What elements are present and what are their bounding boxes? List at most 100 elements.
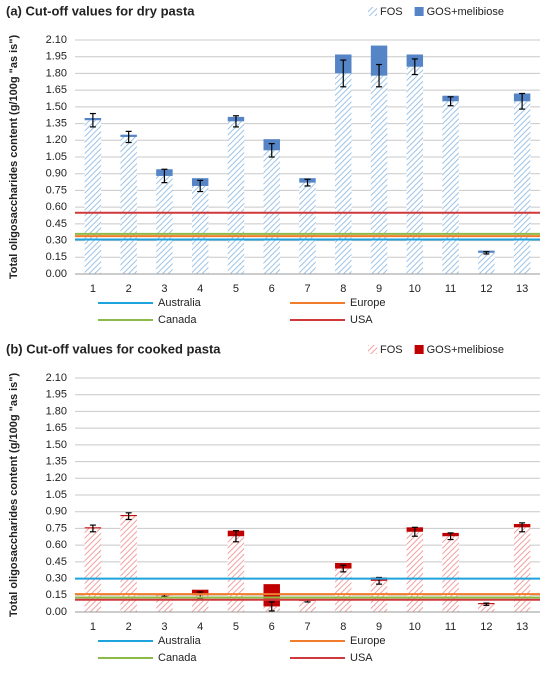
error-bar bbox=[304, 178, 311, 187]
y-tick-label: 0.00 bbox=[46, 268, 67, 280]
x-tick-label: 10 bbox=[409, 283, 421, 295]
y-tick-label: 0.75 bbox=[46, 184, 67, 196]
x-tick-label: 5 bbox=[233, 621, 239, 633]
y-tick-label: 1.20 bbox=[46, 472, 67, 484]
x-tick-label: 12 bbox=[480, 621, 492, 633]
bar-segment bbox=[156, 175, 173, 274]
legend-label: Europe bbox=[350, 635, 385, 647]
y-tick-label: 1.05 bbox=[46, 489, 67, 501]
x-tick-label: 8 bbox=[340, 283, 346, 295]
y-tick-label: 0.00 bbox=[46, 606, 67, 618]
legend-swatch bbox=[414, 7, 424, 16]
bar-segment bbox=[263, 584, 280, 607]
y-tick-label: 2.10 bbox=[46, 34, 67, 46]
error-bar bbox=[483, 251, 490, 255]
x-tick-label: 3 bbox=[161, 621, 167, 633]
error-bar bbox=[447, 96, 454, 107]
error-bar bbox=[268, 143, 275, 158]
error-bar bbox=[125, 130, 132, 144]
y-tick-label: 1.65 bbox=[46, 84, 67, 96]
legend-label: FOS bbox=[380, 6, 403, 18]
y-tick-label: 0.75 bbox=[46, 522, 67, 534]
error-bar bbox=[519, 92, 526, 110]
bar-segment bbox=[442, 101, 459, 275]
y-tick-label: 1.95 bbox=[46, 51, 67, 63]
y-tick-label: 1.65 bbox=[46, 422, 67, 434]
x-tick-label: 10 bbox=[409, 621, 421, 633]
chart-title: (b) Cut-off values for cooked pasta bbox=[6, 341, 221, 356]
x-tick-label: 6 bbox=[269, 283, 275, 295]
bar-segment bbox=[84, 528, 102, 612]
error-bar bbox=[161, 168, 168, 184]
bar-segment bbox=[370, 45, 388, 76]
y-axis-label: Total oligosaccharides content (g/100g "… bbox=[8, 372, 20, 617]
error-bar bbox=[447, 532, 454, 541]
y-tick-label: 1.05 bbox=[46, 151, 67, 163]
error-bar bbox=[125, 512, 132, 521]
y-tick-label: 0.30 bbox=[46, 234, 67, 246]
y-tick-label: 1.50 bbox=[46, 439, 67, 451]
y-tick-label: 0.60 bbox=[46, 539, 67, 551]
y-tick-label: 0.45 bbox=[46, 218, 67, 230]
bar-segment bbox=[299, 182, 316, 274]
y-tick-label: 1.95 bbox=[46, 389, 67, 401]
x-tick-label: 2 bbox=[126, 283, 132, 295]
error-bar bbox=[411, 58, 418, 76]
error-bar bbox=[89, 112, 96, 128]
y-tick-label: 1.20 bbox=[46, 134, 67, 146]
bar-segment bbox=[120, 136, 137, 274]
error-bar bbox=[340, 564, 347, 573]
x-tick-label: 1 bbox=[90, 621, 96, 633]
y-tick-label: 1.35 bbox=[46, 455, 67, 467]
x-tick-label: 12 bbox=[480, 283, 492, 295]
error-bar bbox=[483, 602, 490, 606]
x-tick-label: 7 bbox=[304, 621, 310, 633]
legend-label: Australia bbox=[158, 635, 202, 647]
legend-label: GOS+melibiose bbox=[427, 344, 504, 356]
y-tick-label: 0.45 bbox=[46, 556, 67, 568]
y-tick-label: 1.80 bbox=[46, 67, 67, 79]
y-tick-label: 1.80 bbox=[46, 405, 67, 417]
legend-label: USA bbox=[350, 314, 373, 326]
x-tick-label: 11 bbox=[445, 621, 456, 633]
bar-segment bbox=[370, 580, 388, 612]
legend-label: Canada bbox=[158, 314, 197, 326]
error-bar bbox=[197, 179, 204, 193]
error-bar bbox=[89, 524, 96, 533]
bar-segment bbox=[335, 73, 352, 274]
x-tick-label: 6 bbox=[269, 621, 275, 633]
error-bar bbox=[268, 601, 275, 612]
x-tick-label: 4 bbox=[197, 283, 203, 295]
legend-swatch bbox=[414, 345, 424, 354]
bar-segment bbox=[191, 185, 209, 274]
y-tick-label: 1.35 bbox=[46, 117, 67, 129]
legend-swatch bbox=[368, 345, 377, 354]
y-tick-label: 2.10 bbox=[46, 372, 67, 384]
legend-label: USA bbox=[350, 652, 373, 664]
legend-label: FOS bbox=[380, 344, 403, 356]
y-tick-label: 0.60 bbox=[46, 201, 67, 213]
y-tick-label: 0.15 bbox=[46, 251, 67, 263]
legend-label: Australia bbox=[158, 297, 202, 309]
bar-segment bbox=[370, 75, 388, 275]
bar-segment bbox=[299, 600, 316, 612]
x-tick-label: 2 bbox=[126, 621, 132, 633]
error-bar bbox=[232, 530, 239, 543]
bar-segment bbox=[335, 568, 352, 612]
bar-segment bbox=[227, 121, 245, 274]
bar-segment bbox=[120, 516, 137, 612]
bar-segment bbox=[84, 120, 102, 274]
error-bar bbox=[340, 59, 347, 88]
x-tick-label: 3 bbox=[161, 283, 167, 295]
error-bar bbox=[411, 526, 418, 537]
legend-swatch bbox=[368, 7, 377, 16]
x-tick-label: 1 bbox=[90, 283, 96, 295]
x-tick-label: 4 bbox=[197, 621, 203, 633]
x-tick-label: 11 bbox=[445, 283, 456, 295]
legend-label: Europe bbox=[350, 297, 385, 309]
bar-segment bbox=[406, 531, 424, 612]
bar-segment bbox=[478, 604, 495, 612]
bar-segment bbox=[227, 536, 245, 612]
